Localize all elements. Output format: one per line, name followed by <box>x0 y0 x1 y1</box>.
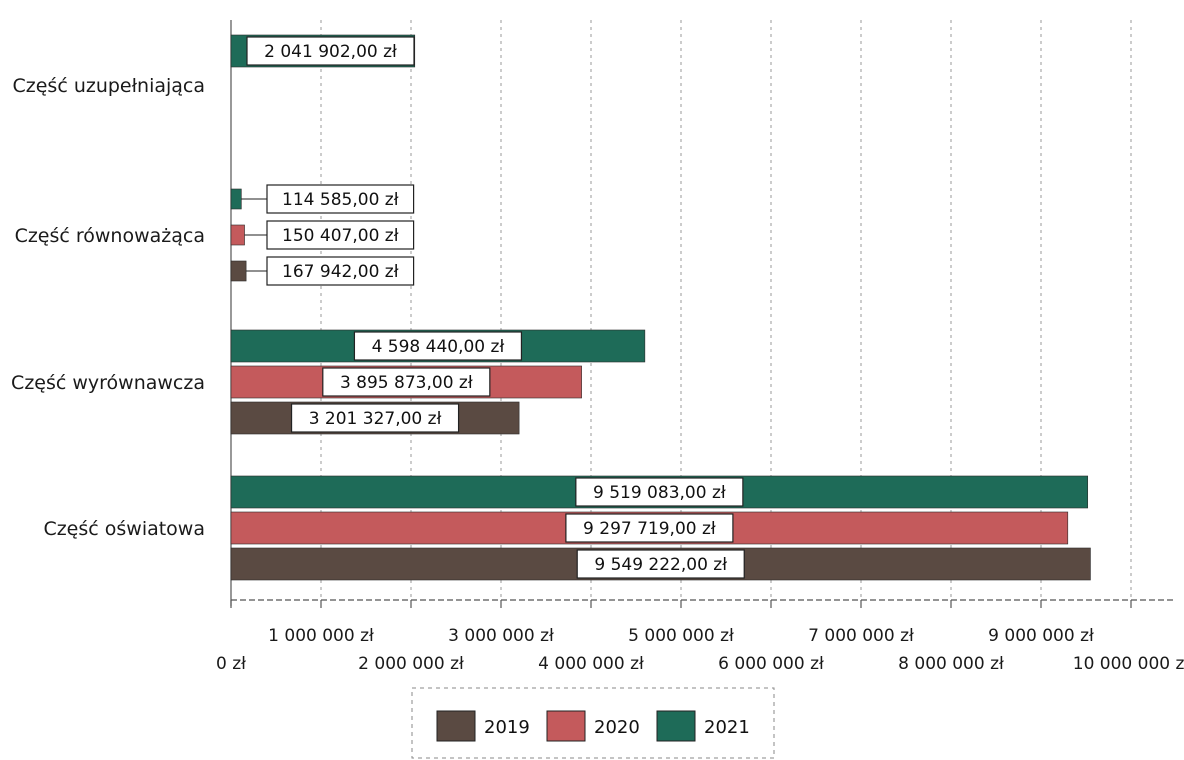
data-label-box <box>266 256 415 286</box>
x-tick-label: 6 000 000 zł <box>718 654 824 674</box>
x-tick-label: 9 000 000 zł <box>988 626 1094 646</box>
x-tick-label: 3 000 000 zł <box>448 626 554 646</box>
legend-swatch <box>546 710 586 742</box>
x-tick-label: 7 000 000 zł <box>808 626 914 646</box>
category-label: Część wyrównawcza <box>11 372 205 394</box>
legend-label: 2021 <box>704 717 750 738</box>
data-label-box <box>290 403 460 433</box>
category-label: Część oświatowa <box>43 518 205 540</box>
x-tick-label: 0 zł <box>216 654 246 674</box>
data-label-box <box>565 513 734 543</box>
data-label: 2 041 902,00 zł <box>264 42 397 62</box>
x-tick-label: 8 000 000 zł <box>898 654 1004 674</box>
x-tick-label: 4 000 000 zł <box>538 654 644 674</box>
category-label: Część uzupełniająca <box>13 75 206 97</box>
data-label: 9 297 719,00 zł <box>583 519 716 539</box>
data-label-box <box>246 36 415 66</box>
bar <box>230 224 245 246</box>
legend: 2019 2020 2021 <box>411 687 775 759</box>
legend-label: 2019 <box>484 717 530 738</box>
legend-swatch <box>656 710 696 742</box>
data-label-box <box>576 549 745 579</box>
data-label-box <box>322 367 491 397</box>
data-label-box <box>353 331 523 361</box>
data-label: 114 585,00 zł <box>282 190 399 210</box>
legend-swatch <box>436 710 476 742</box>
data-label-box <box>575 477 744 507</box>
x-axis <box>230 20 1176 608</box>
data-label: 167 942,00 zł <box>282 262 399 282</box>
x-tick-label: 1 000 000 zł <box>268 626 374 646</box>
data-label-box <box>266 220 415 250</box>
data-label: 9 549 222,00 zł <box>594 555 727 575</box>
bars: 2 041 902,00 zł 167 942,00 zł 150 407,00 z… <box>230 34 1091 581</box>
x-tick-label: 10 000 000 zł <box>1073 654 1184 674</box>
data-label: 150 407,00 zł <box>282 226 399 246</box>
data-label: 3 895 873,00 zł <box>340 373 473 393</box>
x-tick-label: 2 000 000 zł <box>358 654 464 674</box>
data-label: 4 598 440,00 zł <box>372 337 505 357</box>
data-label-box <box>266 184 415 214</box>
data-label: 3 201 327,00 zł <box>309 409 442 429</box>
bar <box>230 260 247 282</box>
data-label: 9 519 083,00 zł <box>593 483 726 503</box>
category-label: Część równoważąca <box>15 225 205 247</box>
category-labels: Część uzupełniająca Część równoważąca Częś… <box>11 75 205 540</box>
legend-label: 2020 <box>594 717 640 738</box>
x-tick-labels: 0 zł 1 000 000 zł 2 000 000 zł 3 000 000 zł… <box>216 626 1184 674</box>
x-tick-label: 5 000 000 zł <box>628 626 734 646</box>
bar <box>230 188 242 210</box>
